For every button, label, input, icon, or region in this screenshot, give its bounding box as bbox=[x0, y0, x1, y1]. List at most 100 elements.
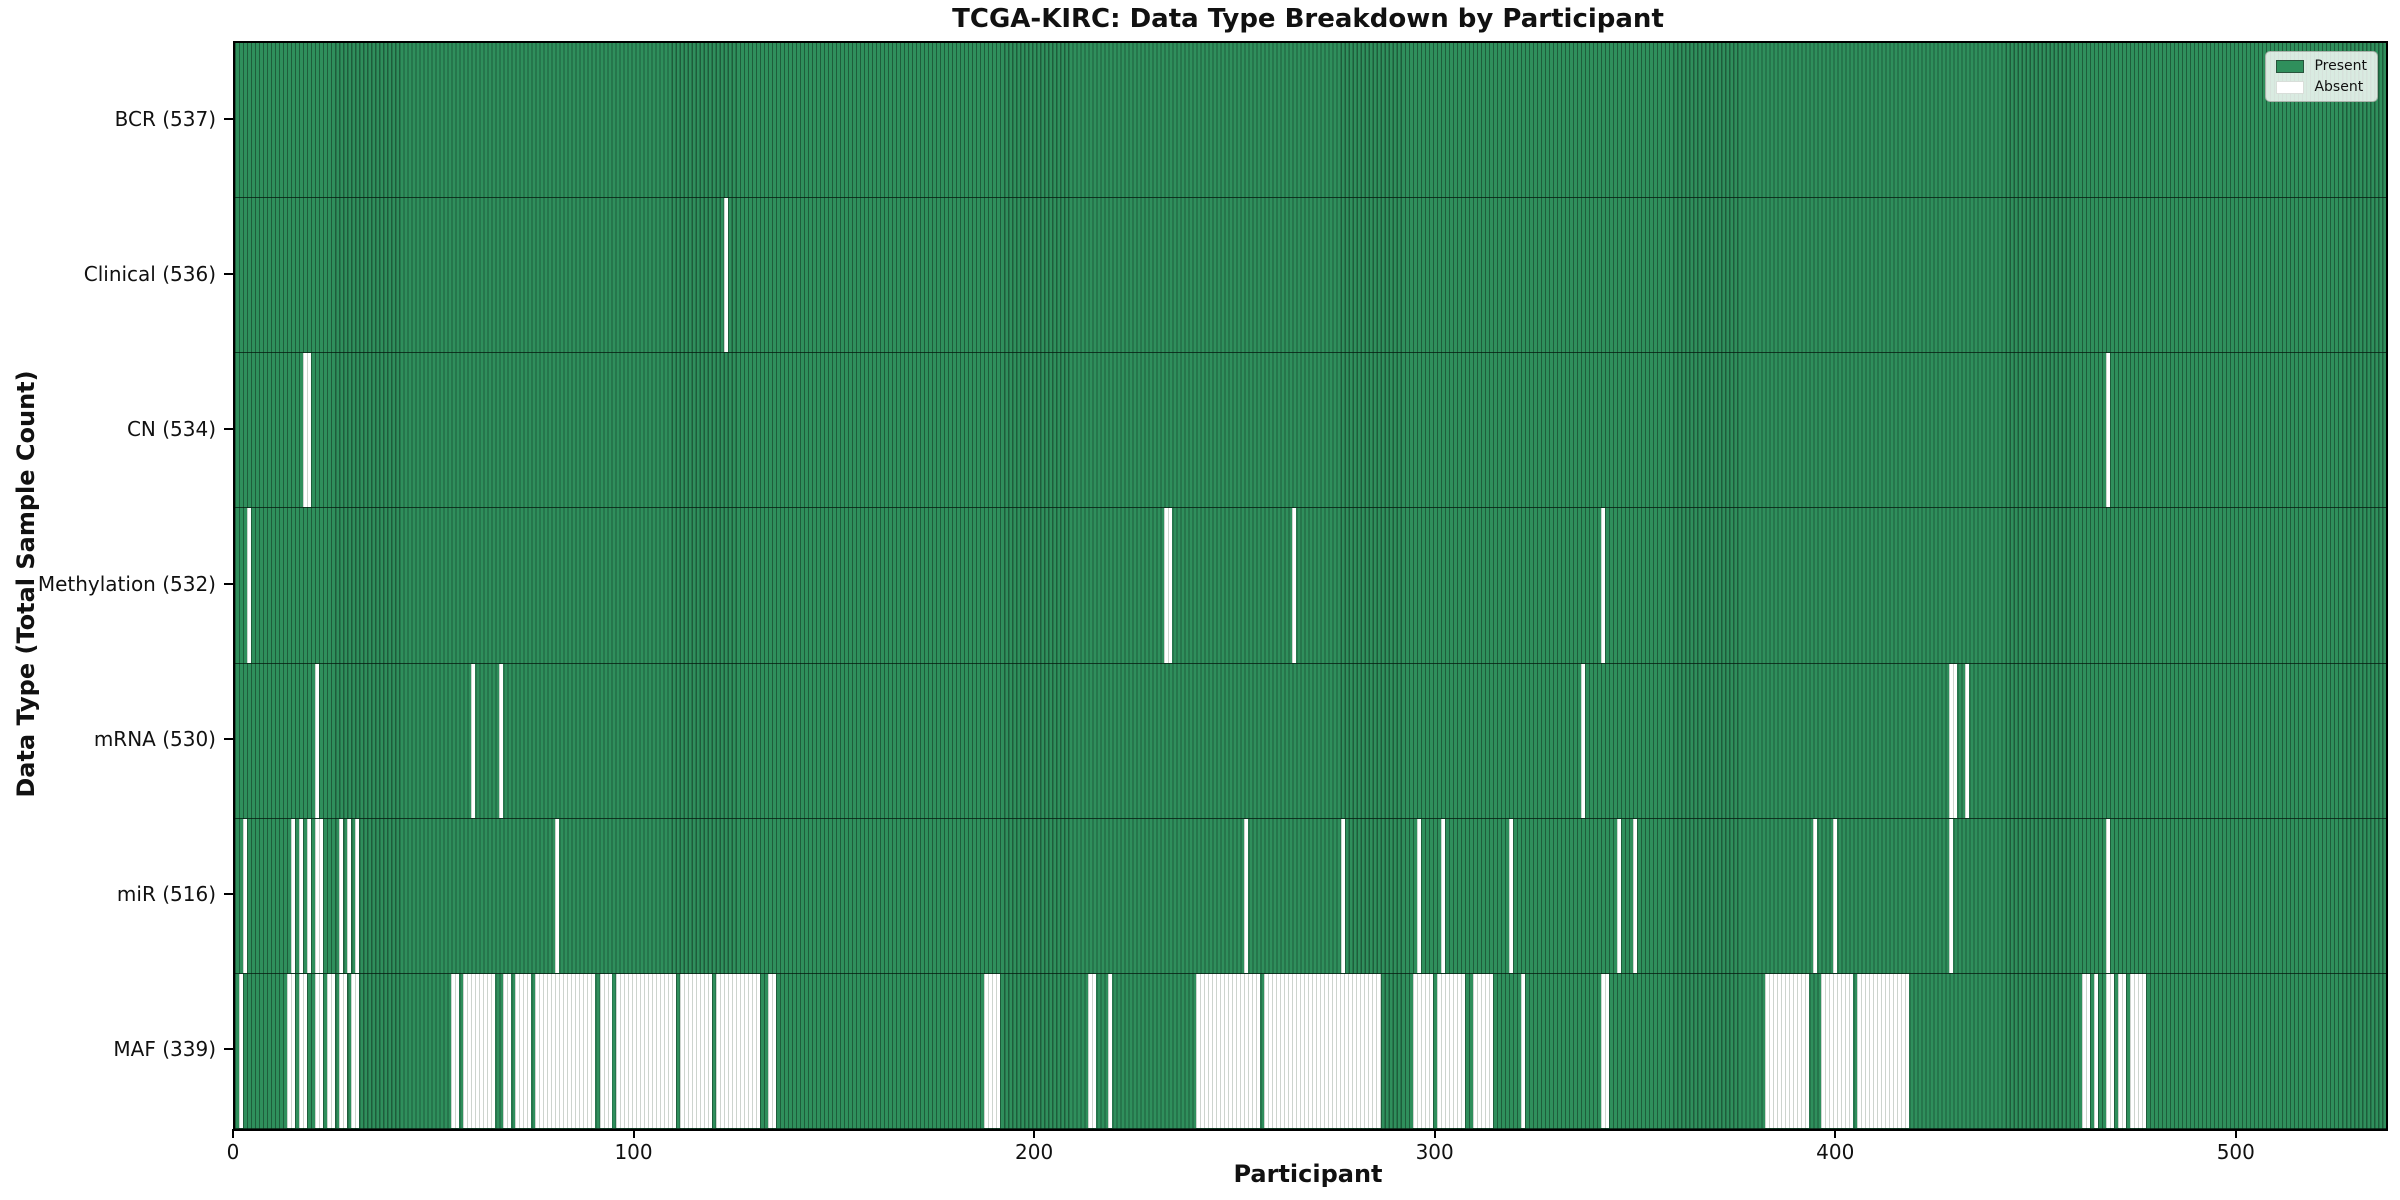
absent-stripe bbox=[615, 973, 676, 1128]
xtick-mark bbox=[1033, 1129, 1036, 1138]
absent-stripe bbox=[1436, 973, 1465, 1128]
absent-stripe bbox=[463, 973, 496, 1128]
row-methylation bbox=[235, 508, 2386, 664]
absent-stripe bbox=[535, 973, 596, 1128]
absent-stripe bbox=[1520, 973, 1525, 1128]
ytick-mrna: mRNA (530) bbox=[93, 727, 216, 752]
ytick-cn: CN (534) bbox=[126, 416, 216, 441]
absent-stripe bbox=[287, 973, 296, 1128]
legend-item-present: Present bbox=[2276, 58, 2367, 74]
row-maf bbox=[235, 973, 2386, 1129]
absent-stripe bbox=[503, 973, 512, 1128]
absent-stripe bbox=[1813, 818, 1818, 973]
ytick-mark bbox=[224, 427, 233, 430]
absent-stripe bbox=[1508, 818, 1513, 973]
ytick-mark bbox=[224, 1048, 233, 1051]
absent-stripe bbox=[471, 663, 476, 818]
absent-stripe bbox=[599, 973, 612, 1128]
absent-stripe bbox=[239, 973, 243, 1128]
row-cn bbox=[235, 353, 2386, 509]
absent-stripe bbox=[1600, 973, 1609, 1128]
absent-stripe bbox=[2105, 818, 2110, 973]
absent-stripe bbox=[1292, 508, 1297, 663]
absent-stripe bbox=[1857, 973, 1910, 1128]
xtick-mark bbox=[2234, 1129, 2237, 1138]
ytick-mark bbox=[224, 738, 233, 741]
absent-stripe bbox=[1949, 663, 1958, 818]
absent-stripe bbox=[355, 818, 360, 973]
absent-stripe bbox=[1600, 508, 1605, 663]
absent-stripe bbox=[1164, 508, 1173, 663]
absent-stripe bbox=[315, 973, 324, 1128]
ytick-methylation: Methylation (532) bbox=[37, 572, 216, 596]
row-mrna bbox=[235, 663, 2386, 819]
absent-stripe bbox=[315, 663, 320, 818]
xtick-mark bbox=[232, 1129, 234, 1138]
absent-stripe bbox=[1833, 818, 1838, 973]
absent-stripe bbox=[451, 973, 460, 1128]
absent-stripe bbox=[2105, 973, 2114, 1128]
chart-title: TCGA-KIRC: Data Type Breakdown by Partic… bbox=[952, 4, 1664, 34]
absent-stripe bbox=[339, 818, 344, 973]
ytick-maf: MAF (339) bbox=[113, 1037, 216, 1062]
row-bcr bbox=[235, 43, 2386, 199]
legend-absent-label: Absent bbox=[2314, 79, 2364, 95]
xtick-400: 400 bbox=[1816, 1140, 1855, 1164]
absent-stripe bbox=[243, 818, 247, 973]
ytick-mark bbox=[224, 583, 233, 585]
absent-stripe bbox=[1108, 973, 1113, 1128]
row-mir bbox=[235, 818, 2386, 974]
absent-stripe bbox=[1416, 818, 1421, 973]
absent-stripe bbox=[1965, 663, 1970, 818]
absent-stripe bbox=[339, 973, 348, 1128]
absent-stripe bbox=[2081, 973, 2090, 1128]
ytick-clinical: Clinical (536) bbox=[83, 261, 216, 286]
legend: Present Absent bbox=[2265, 51, 2378, 102]
absent-stripe bbox=[1340, 818, 1345, 973]
absent-stripe bbox=[303, 353, 312, 508]
absent-stripe bbox=[1412, 973, 1433, 1128]
absent-stripe bbox=[347, 818, 352, 973]
absent-stripe bbox=[1580, 663, 1585, 818]
absent-stripe bbox=[1264, 973, 1381, 1128]
absent-stripe bbox=[1632, 818, 1637, 973]
xtick-100: 100 bbox=[614, 1140, 653, 1164]
absent-stripe bbox=[1472, 973, 1493, 1128]
ytick-mark bbox=[224, 272, 233, 275]
ytick-mir: miR (516) bbox=[116, 882, 216, 907]
absent-stripe bbox=[499, 663, 504, 818]
legend-present-label: Present bbox=[2314, 58, 2367, 74]
ytick-mark bbox=[224, 893, 233, 896]
legend-item-absent: Absent bbox=[2276, 79, 2367, 95]
absent-stripe bbox=[1949, 818, 1954, 973]
absent-stripe bbox=[1196, 973, 1261, 1128]
absent-stripe bbox=[767, 973, 776, 1128]
absent-stripe bbox=[2105, 353, 2110, 508]
absent-stripe bbox=[247, 508, 252, 663]
absent-stripe bbox=[299, 973, 308, 1128]
absent-stripe bbox=[2117, 973, 2126, 1128]
absent-stripe bbox=[2129, 973, 2146, 1128]
xtick-300: 300 bbox=[1415, 1140, 1454, 1164]
xtick-mark bbox=[1834, 1129, 1837, 1138]
absent-stripe bbox=[1244, 818, 1249, 973]
absent-stripe bbox=[307, 818, 312, 973]
absent-stripe bbox=[1440, 818, 1445, 973]
xtick-mark bbox=[1433, 1129, 1436, 1138]
xtick-500: 500 bbox=[2216, 1140, 2255, 1164]
absent-stripe bbox=[327, 973, 336, 1128]
absent-stripe bbox=[299, 818, 304, 973]
absent-swatch-icon bbox=[2276, 80, 2305, 94]
absent-stripe bbox=[715, 973, 760, 1128]
absent-stripe bbox=[515, 973, 532, 1128]
xtick-200: 200 bbox=[1015, 1140, 1054, 1164]
row-clinical bbox=[235, 198, 2386, 354]
absent-stripe bbox=[1088, 973, 1097, 1128]
absent-stripe bbox=[291, 818, 296, 973]
absent-stripe bbox=[315, 818, 324, 973]
absent-stripe bbox=[2093, 973, 2098, 1128]
plot-area: Present Absent bbox=[233, 41, 2388, 1131]
absent-stripe bbox=[1765, 973, 1810, 1128]
ytick-bcr: BCR (537) bbox=[114, 106, 216, 131]
